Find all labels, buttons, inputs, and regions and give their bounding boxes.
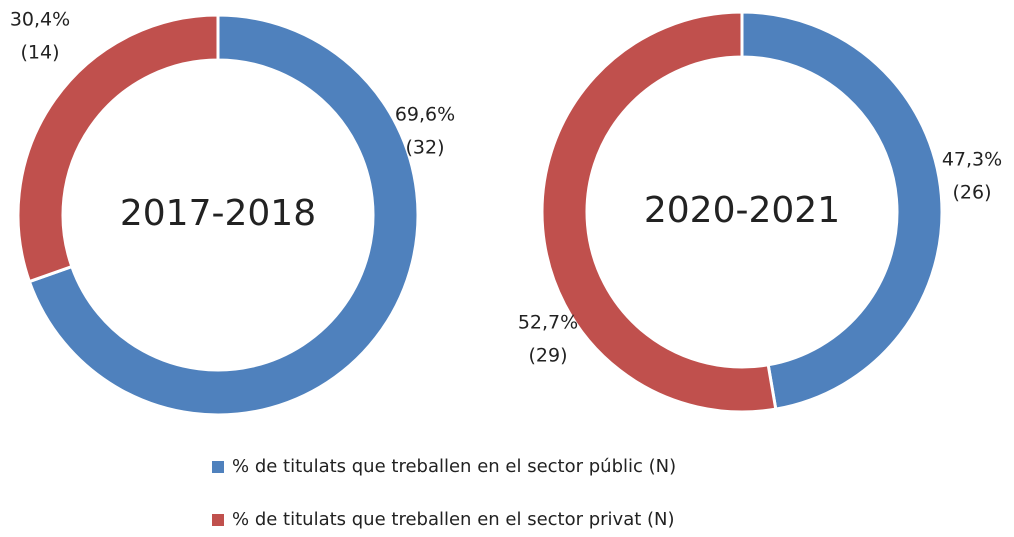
legend-swatch	[212, 461, 224, 473]
donut-title: 2020-2021	[644, 190, 840, 231]
value-label: 47,3%	[942, 149, 1002, 171]
n-label: (29)	[528, 345, 567, 367]
legend-label: % de titulats que treballen en el sector…	[232, 509, 675, 530]
legend-swatch	[212, 514, 224, 526]
value-label: 30,4%	[10, 9, 70, 31]
n-label: (26)	[952, 182, 991, 204]
donut-segment	[740, 10, 944, 411]
n-label: (14)	[20, 42, 59, 64]
donut-segment	[540, 10, 778, 414]
n-label: (32)	[405, 137, 444, 159]
value-label: 69,6%	[395, 104, 455, 126]
donut-title: 2017-2018	[120, 193, 316, 234]
legend-label: % de titulats que treballen en el sector…	[232, 456, 676, 477]
donut-segment	[16, 13, 220, 284]
value-label: 52,7%	[518, 312, 578, 334]
donut-segment	[27, 13, 420, 417]
